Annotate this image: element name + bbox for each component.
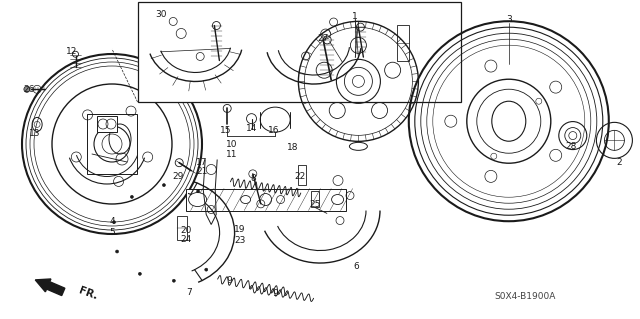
- Text: 9: 9: [227, 276, 232, 285]
- Text: 13: 13: [29, 130, 41, 138]
- Text: 11: 11: [226, 150, 237, 159]
- Text: 14: 14: [246, 124, 257, 133]
- Ellipse shape: [260, 107, 290, 132]
- Text: 2: 2: [617, 158, 622, 167]
- Text: 29: 29: [172, 172, 184, 181]
- Circle shape: [205, 268, 208, 271]
- Text: 4: 4: [109, 217, 115, 226]
- Ellipse shape: [189, 193, 207, 206]
- Text: 17: 17: [196, 158, 207, 167]
- Text: FR.: FR.: [77, 286, 99, 302]
- Text: 20: 20: [180, 226, 191, 235]
- Text: 5: 5: [109, 228, 115, 237]
- Circle shape: [138, 272, 141, 275]
- Text: 1: 1: [353, 12, 358, 21]
- Bar: [138, 2, 461, 102]
- Circle shape: [113, 221, 116, 224]
- FancyArrow shape: [35, 279, 65, 296]
- Text: 28: 28: [565, 142, 577, 151]
- Text: 22: 22: [294, 172, 305, 181]
- Ellipse shape: [241, 196, 251, 204]
- Circle shape: [131, 195, 133, 198]
- Text: 30: 30: [156, 10, 167, 19]
- Bar: [186, 189, 346, 211]
- Ellipse shape: [349, 142, 367, 150]
- Text: 27: 27: [317, 34, 329, 43]
- Text: 10: 10: [226, 140, 237, 149]
- FancyBboxPatch shape: [97, 116, 117, 132]
- Text: 9: 9: [273, 289, 278, 298]
- Text: 7: 7: [186, 288, 191, 297]
- Text: 6: 6: [354, 262, 359, 271]
- Circle shape: [24, 86, 30, 92]
- Text: 18: 18: [287, 143, 299, 152]
- Text: 8: 8: [250, 174, 255, 183]
- Text: 19: 19: [234, 225, 246, 234]
- Ellipse shape: [332, 195, 344, 204]
- Text: 23: 23: [234, 236, 246, 245]
- Text: S0X4-B1900A: S0X4-B1900A: [494, 292, 556, 301]
- Text: 25: 25: [309, 200, 321, 209]
- Text: 15: 15: [220, 126, 231, 135]
- Text: 3: 3: [506, 15, 511, 24]
- Text: 26: 26: [23, 85, 35, 94]
- Circle shape: [172, 279, 175, 282]
- Text: 16: 16: [268, 126, 280, 135]
- Text: 24: 24: [180, 235, 191, 244]
- Circle shape: [196, 190, 200, 193]
- Text: 12: 12: [66, 47, 77, 56]
- Circle shape: [116, 250, 118, 253]
- Circle shape: [163, 184, 165, 187]
- Text: 21: 21: [196, 167, 207, 176]
